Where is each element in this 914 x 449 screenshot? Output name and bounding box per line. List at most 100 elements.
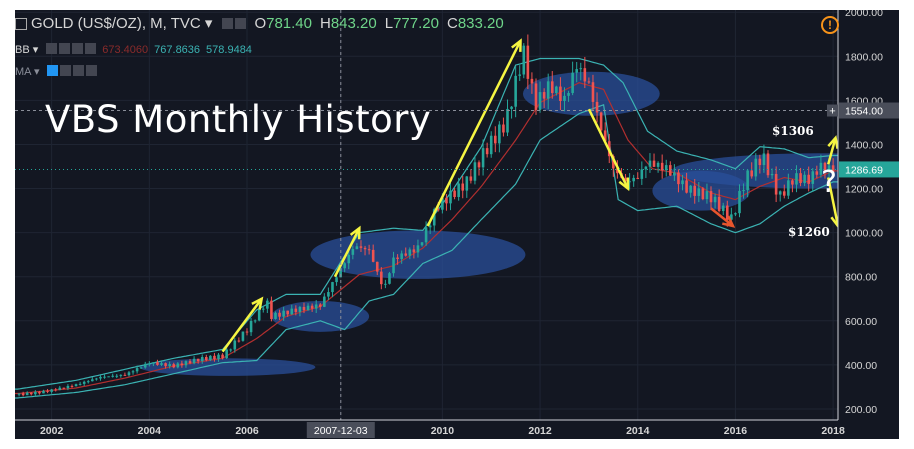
crosshair-date-bg bbox=[306, 422, 375, 438]
candle-body bbox=[115, 375, 119, 377]
candle-body bbox=[388, 273, 391, 284]
eye-icon[interactable] bbox=[47, 65, 59, 77]
trend-arrow bbox=[587, 108, 630, 190]
open-value: 781.40 bbox=[266, 15, 312, 32]
candle-body bbox=[290, 308, 294, 315]
candle-body bbox=[66, 385, 70, 389]
candle-body bbox=[34, 391, 37, 395]
candle-body bbox=[62, 387, 66, 389]
candle-body bbox=[795, 173, 798, 185]
candle-body bbox=[298, 306, 302, 312]
y-tick-label: 200.00 bbox=[845, 404, 877, 416]
candle-body bbox=[209, 355, 212, 361]
symbol-title[interactable]: GOLD (US$/OZ), M, TVC ▾ bbox=[31, 15, 213, 32]
trend-arrow-head bbox=[721, 215, 736, 228]
candle-body bbox=[567, 92, 570, 96]
candle-body bbox=[143, 363, 147, 368]
candle-body bbox=[701, 188, 705, 200]
candle-body bbox=[575, 69, 578, 73]
candle-body bbox=[188, 361, 192, 364]
high-label: H bbox=[320, 15, 331, 32]
candle-body bbox=[384, 283, 387, 285]
candle-body bbox=[485, 148, 489, 155]
candle-body bbox=[624, 177, 627, 182]
candle-body bbox=[591, 82, 595, 102]
candles bbox=[17, 34, 835, 397]
crosshair-plus-button bbox=[827, 104, 838, 117]
candle-body bbox=[278, 312, 281, 317]
candle-body bbox=[237, 340, 241, 342]
candle-body bbox=[131, 371, 135, 373]
candle-body bbox=[819, 162, 823, 175]
candle-body bbox=[705, 191, 709, 200]
candle-body bbox=[17, 393, 21, 395]
bb-indicator-label[interactable]: BB ▾ bbox=[15, 44, 39, 56]
gold-price-chart[interactable]: 200.00 400.00 600.00 800.00 1000.00 1200.00 14… bbox=[15, 10, 899, 439]
x-tick-label: 2010 bbox=[431, 425, 455, 437]
candle-body bbox=[632, 177, 635, 182]
x-tick-label: 2014 bbox=[626, 425, 650, 437]
collapse-icon[interactable] bbox=[15, 17, 27, 30]
symbol-legend: GOLD (US$/OZ), M, TVC ▾ O781.40 H843.20 L77… bbox=[15, 14, 504, 33]
candle-body bbox=[164, 363, 167, 367]
candle-body bbox=[148, 363, 151, 365]
candle-body bbox=[139, 367, 143, 369]
bb-value-3: 578.9484 bbox=[206, 44, 252, 56]
trend-arrow bbox=[221, 298, 263, 353]
trend-arrow-head bbox=[349, 225, 361, 240]
trend-arrow-head bbox=[251, 296, 264, 310]
candle-body bbox=[38, 391, 41, 394]
candle-body bbox=[367, 249, 371, 251]
candle-body bbox=[241, 331, 245, 341]
settings-icon[interactable] bbox=[59, 43, 71, 55]
x-tick-label: 2012 bbox=[528, 425, 552, 437]
candle-body bbox=[168, 364, 171, 367]
candle-body bbox=[205, 357, 208, 361]
candle-body bbox=[363, 247, 367, 250]
candle-body bbox=[823, 162, 827, 171]
annotations: $1306 $1260 ? bbox=[772, 124, 837, 239]
plus-icon[interactable] bbox=[73, 65, 85, 77]
candle-body bbox=[221, 354, 224, 359]
trend-arrow bbox=[827, 177, 840, 227]
eye-icon[interactable] bbox=[46, 43, 58, 55]
candle-body bbox=[697, 188, 701, 196]
candle-body bbox=[302, 306, 306, 311]
candle-body bbox=[453, 190, 456, 198]
candle-body bbox=[274, 312, 277, 319]
candle-body bbox=[176, 363, 180, 368]
candle-body bbox=[791, 180, 794, 185]
close-icon[interactable] bbox=[85, 43, 97, 55]
candle-body bbox=[526, 45, 530, 79]
candle-body bbox=[550, 81, 554, 94]
candle-body bbox=[127, 372, 131, 376]
close-icon[interactable] bbox=[86, 65, 98, 77]
candle-body bbox=[50, 389, 53, 392]
candle-body bbox=[420, 242, 424, 246]
ma-indicator-label[interactable]: MA ▾ bbox=[15, 66, 40, 78]
candle-body bbox=[412, 249, 416, 253]
chart-overlay-title: VBS Monthly History bbox=[45, 98, 432, 141]
candle-body bbox=[481, 148, 485, 168]
candle-body bbox=[522, 45, 526, 75]
candle-body bbox=[82, 381, 86, 384]
candle-body bbox=[74, 384, 78, 387]
candle-body bbox=[347, 254, 351, 264]
eye-icon[interactable] bbox=[222, 18, 234, 30]
candle-body bbox=[815, 171, 819, 175]
candle-body bbox=[762, 153, 766, 166]
candle-body bbox=[502, 124, 505, 133]
high-value: 843.20 bbox=[330, 15, 377, 32]
settings-icon[interactable] bbox=[235, 18, 247, 30]
close-label: C bbox=[446, 15, 458, 32]
plus-icon[interactable] bbox=[72, 43, 84, 55]
settings-icon[interactable] bbox=[60, 65, 72, 77]
candle-body bbox=[335, 277, 338, 283]
candle-body bbox=[270, 300, 273, 319]
time-axis-bg bbox=[15, 420, 899, 439]
alert-icon[interactable]: ! bbox=[821, 16, 839, 34]
candle-body bbox=[359, 246, 363, 248]
candle-body bbox=[192, 358, 196, 364]
candle-body bbox=[579, 68, 583, 70]
candle-body bbox=[693, 185, 697, 196]
